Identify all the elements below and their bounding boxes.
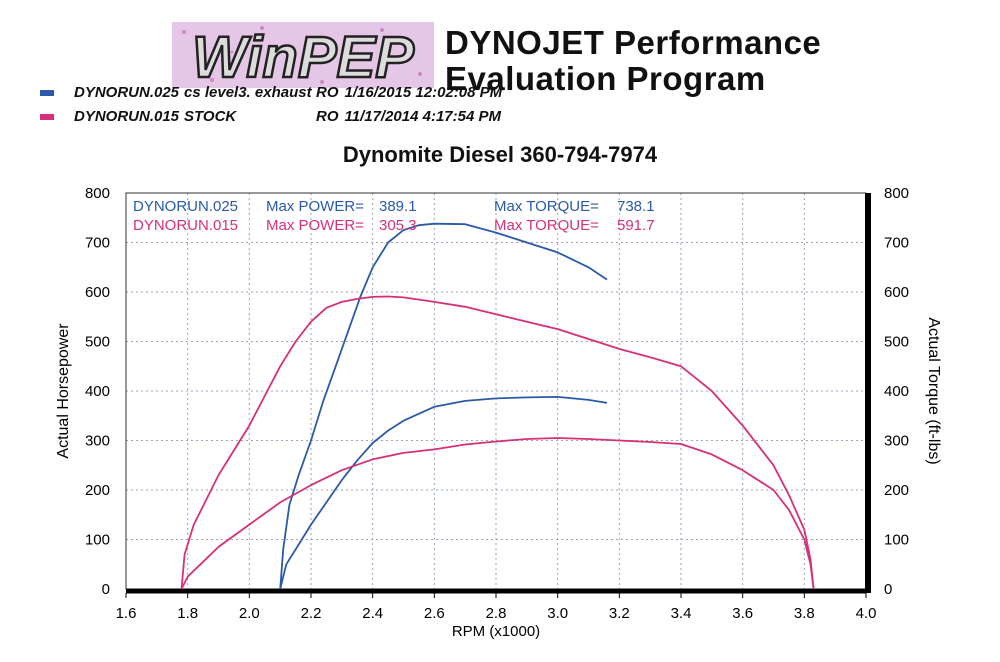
y-tick-label: 700 — [85, 235, 110, 252]
run-info-row: DYNORUN.015 STOCK RO 11/17/2014 4:17:54 … — [40, 108, 501, 125]
x-tick-label: 2.8 — [486, 605, 507, 622]
run-color-swatch — [40, 113, 54, 120]
plot-frame — [125, 192, 871, 594]
y-tick-label: 300 — [85, 433, 110, 450]
y2-tick-label: 800 — [884, 185, 909, 202]
run-description: cs level3. exhaust — [184, 84, 312, 101]
y-tick-label: 100 — [85, 532, 110, 549]
y-tick-label: 600 — [85, 284, 110, 301]
y2-axis-ticks: 0 100 200 300 400 500 600 700 800 — [884, 185, 909, 598]
run-info-row: DYNORUN.025 cs level3. exhaust RO 1/16/2… — [40, 84, 502, 101]
shop-title: Dynomite Diesel 360-794-7974 — [342, 142, 658, 167]
y2-tick-label: 400 — [884, 383, 909, 400]
program-title-line2: Evaluation Program — [445, 60, 766, 97]
y-tick-label: 800 — [85, 185, 110, 202]
run-operator: RO — [316, 84, 339, 101]
legend-run: DYNORUN.025 — [133, 198, 238, 215]
program-title-line1: DYNOJET Performance — [445, 24, 822, 61]
x-tick-label: 1.8 — [177, 605, 198, 622]
logo-text: WinPEP — [192, 25, 414, 88]
legend-torque-value: 591.7 — [617, 217, 655, 234]
y-tick-label: 200 — [85, 482, 110, 499]
y-tick-label: 0 — [102, 581, 110, 598]
y-axis-ticks: 0 100 200 300 400 500 600 700 800 — [85, 185, 110, 598]
y2-tick-label: 300 — [884, 433, 909, 450]
run-description: STOCK — [184, 108, 237, 125]
y2-tick-label: 700 — [884, 235, 909, 252]
legend-torque-value: 738.1 — [617, 198, 655, 215]
x-tick-label: 2.2 — [301, 605, 322, 622]
x-tick-label: 2.0 — [239, 605, 260, 622]
legend-torque-label: Max TORQUE= — [494, 198, 599, 215]
x-tick-label: 3.4 — [671, 605, 692, 622]
legend-power-value: 389.1 — [379, 198, 417, 215]
grid-lines — [125, 192, 867, 590]
run-operator: RO — [316, 108, 339, 125]
series-line-dynorun-015-torque — [180, 295, 815, 590]
y2-tick-label: 600 — [884, 284, 909, 301]
series-line-dynorun-025-horsepower — [279, 395, 608, 590]
y-tick-label: 500 — [85, 334, 110, 351]
y2-axis-label: Actual Torque (ft-lbs) — [925, 317, 942, 464]
legend-torque-label: Max TORQUE= — [494, 217, 599, 234]
y-tick-label: 400 — [85, 383, 110, 400]
x-tick-label: 2.6 — [424, 605, 445, 622]
winpep-logo: WinPEP — [172, 22, 434, 88]
run-file: DYNORUN.025 — [74, 84, 180, 101]
x-tick-label: 1.6 — [116, 605, 137, 622]
x-tick-label: 3.6 — [732, 605, 753, 622]
y2-tick-label: 100 — [884, 532, 909, 549]
y2-tick-label: 200 — [884, 482, 909, 499]
legend-power-label: Max POWER= — [266, 217, 364, 234]
x-tick-label: 3.2 — [609, 605, 630, 622]
run-file: DYNORUN.015 — [74, 108, 180, 125]
series-line-dynorun-015-horsepower — [180, 437, 815, 590]
y2-tick-label: 0 — [884, 581, 892, 598]
legend-power-value: 305.3 — [379, 217, 417, 234]
chart-legend: DYNORUN.025 Max POWER= 389.1 Max TORQUE= 738… — [133, 198, 655, 234]
series-line-dynorun-025-torque — [279, 222, 608, 590]
legend-power-label: Max POWER= — [266, 198, 364, 215]
x-axis-ticks: 1.6 1.8 2.0 2.2 2.4 2.6 2.8 3.0 3.2 3.4 3.6 3.8 4.0 — [116, 593, 877, 622]
y-axis-label: Actual Horsepower — [55, 323, 72, 459]
x-axis-label: RPM (x1000) — [452, 623, 540, 640]
legend-run: DYNORUN.015 — [133, 217, 238, 234]
run-date: 11/17/2014 4:17:54 PM — [344, 108, 502, 125]
x-tick-label: 4.0 — [856, 605, 877, 622]
run-color-swatch — [40, 89, 54, 96]
x-tick-label: 3.0 — [547, 605, 568, 622]
run-date: 1/16/2015 12:02:08 PM — [344, 84, 503, 101]
y2-tick-label: 500 — [884, 334, 909, 351]
series-lines — [180, 222, 815, 590]
x-tick-label: 2.4 — [362, 605, 383, 622]
x-tick-label: 3.8 — [794, 605, 815, 622]
